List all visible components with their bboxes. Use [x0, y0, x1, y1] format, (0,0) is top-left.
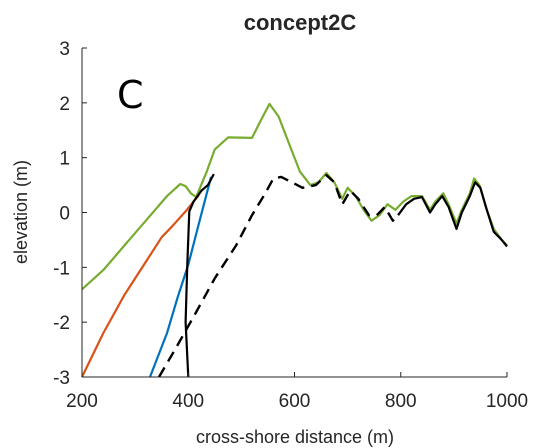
- series-line-2: [81, 194, 200, 378]
- y-tick-label: 2: [59, 94, 70, 115]
- y-tick-label: -2: [53, 313, 70, 334]
- x-tick-label: 600: [279, 391, 311, 412]
- y-tick-label: -3: [53, 368, 70, 389]
- y-ticks: -3 -2 -1 0 1 2 3: [53, 39, 87, 389]
- x-axis-label: cross-shore distance (m): [196, 427, 394, 447]
- x-ticks: 200 400 600 800 1000: [66, 372, 528, 412]
- chart-title: concept2C: [244, 10, 357, 35]
- y-tick-label: 1: [59, 149, 70, 170]
- y-tick-label: 0: [59, 204, 70, 225]
- x-tick-label: 400: [172, 391, 204, 412]
- series-line-3: [148, 176, 213, 378]
- y-axis-label: elevation (m): [11, 160, 31, 264]
- y-tick-label: -1: [53, 258, 70, 279]
- x-tick-label: 1000: [486, 391, 528, 412]
- y-tick-label: 3: [59, 39, 70, 60]
- x-tick-label: 800: [385, 391, 417, 412]
- plot-lines: [81, 102, 508, 378]
- x-tick-label: 200: [66, 391, 98, 412]
- series-line-5: [184, 173, 215, 378]
- series-line-1: [81, 102, 508, 291]
- panel-letter: C: [117, 73, 144, 117]
- axes: [81, 48, 507, 378]
- series-line-6: [397, 181, 508, 248]
- series-line-4: [157, 173, 399, 378]
